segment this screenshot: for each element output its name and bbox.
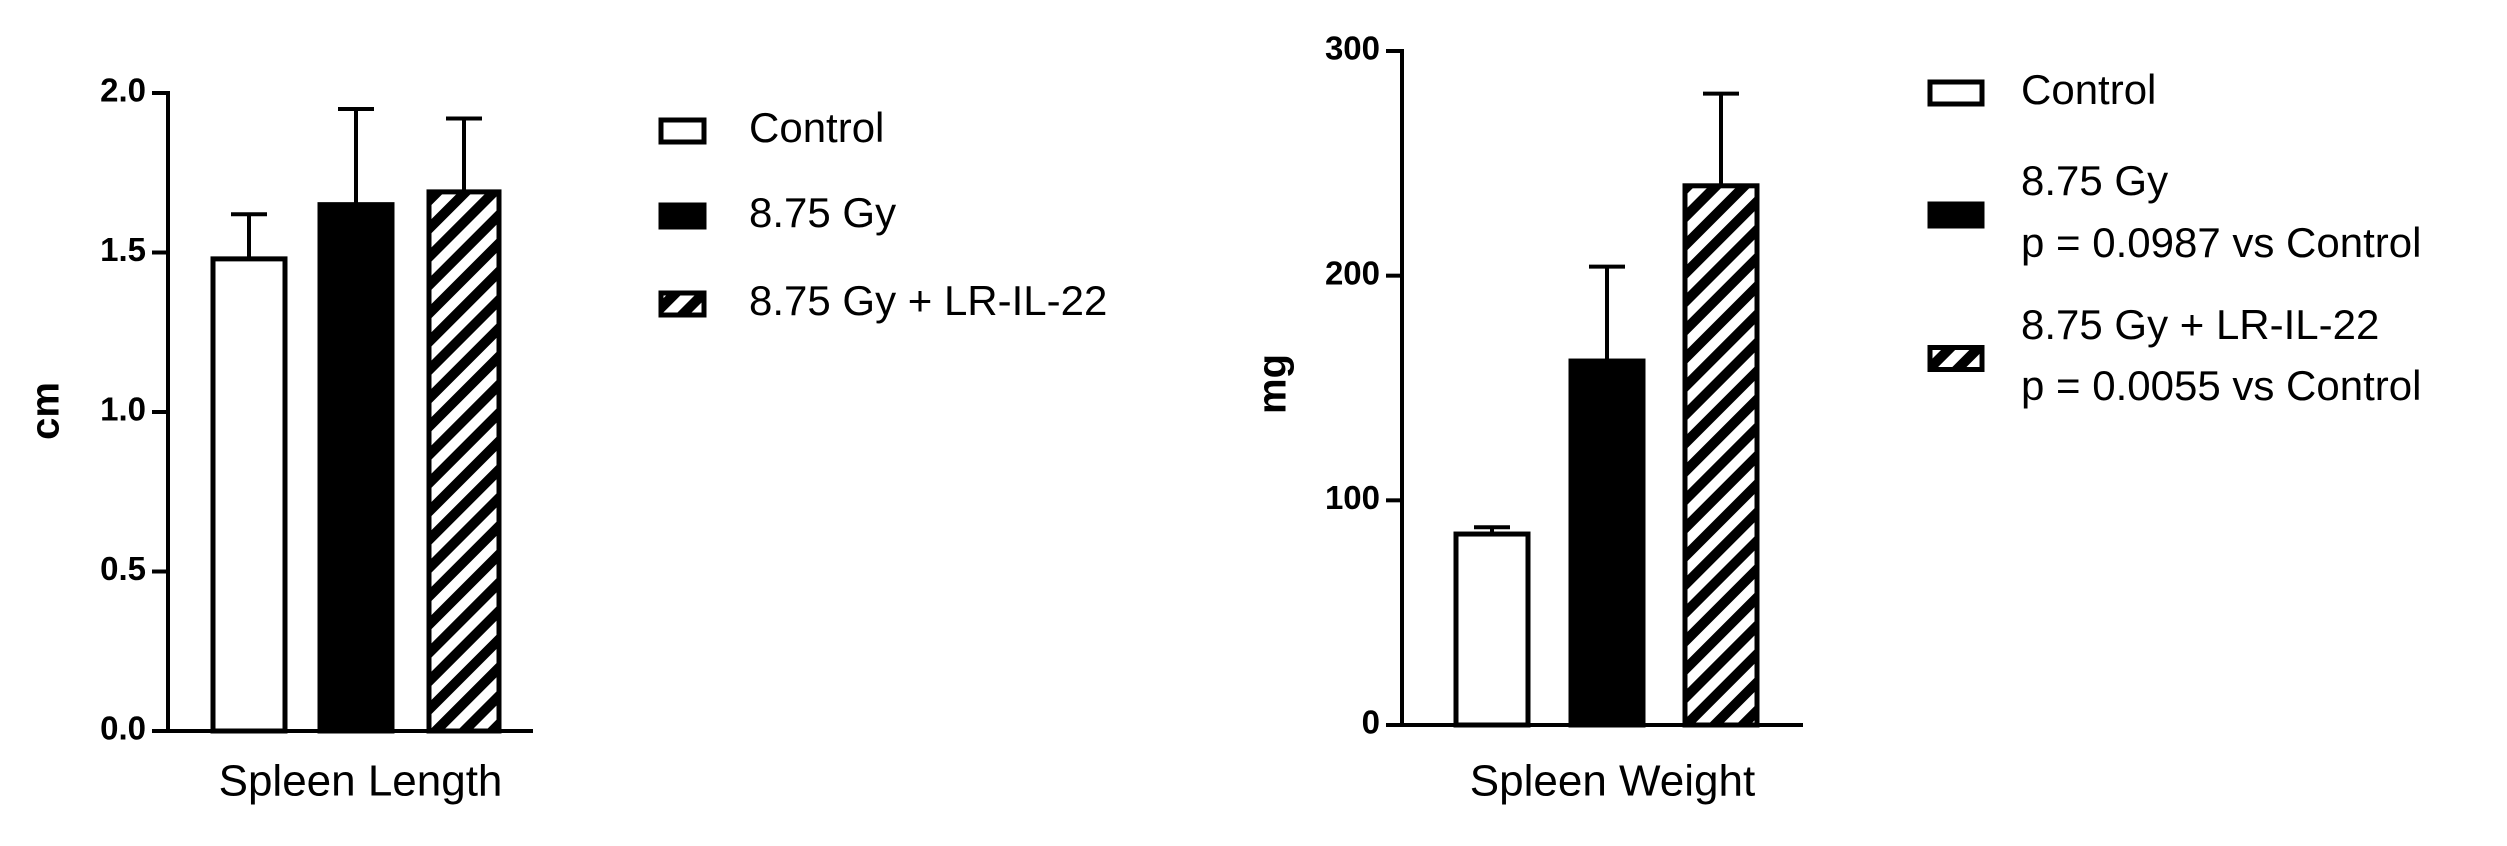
y-tick-label: 0.5 xyxy=(100,550,146,587)
y-tick-label: 0.0 xyxy=(100,710,146,747)
legend-swatch xyxy=(658,290,707,318)
y-tick-label: 100 xyxy=(1325,479,1380,516)
bar xyxy=(210,256,288,734)
y-tick-label: 1.0 xyxy=(100,391,146,428)
bar xyxy=(1682,183,1760,728)
legend-swatch xyxy=(1927,201,1985,229)
legend-label: Control xyxy=(749,104,884,151)
legend-swatch xyxy=(658,202,707,230)
bar xyxy=(1568,358,1646,728)
x-category-label: Spleen Length xyxy=(219,757,503,806)
legend-label: 8.75 Gy + LR-IL-22 xyxy=(749,277,1107,324)
y-tick-label: 2.0 xyxy=(100,72,146,109)
legend-swatch xyxy=(658,117,707,145)
legend-label: Control xyxy=(2021,66,2156,113)
bar xyxy=(317,202,395,734)
y-tick-label: 200 xyxy=(1325,254,1380,291)
legend-p-value: p = 0.0987 vs Control xyxy=(2021,219,2421,266)
legend-swatch xyxy=(1927,79,1985,107)
legend-p-value: p = 0.0055 vs Control xyxy=(2021,362,2421,409)
legend-label: 8.75 Gy xyxy=(749,189,896,236)
legend-label: 8.75 Gy xyxy=(2021,157,2168,204)
x-category-label: Spleen Weight xyxy=(1470,757,1755,806)
y-axis-label: cm xyxy=(24,382,68,440)
y-tick-label: 1.5 xyxy=(100,231,146,268)
bar xyxy=(1453,531,1531,728)
y-axis-label: mg xyxy=(1251,354,1295,414)
bar xyxy=(426,189,502,734)
y-tick-label: 0 xyxy=(1362,704,1380,741)
legend-label: 8.75 Gy + LR-IL-22 xyxy=(2021,301,2379,348)
legend-swatch xyxy=(1927,345,1985,372)
y-tick-label: 300 xyxy=(1325,30,1380,67)
